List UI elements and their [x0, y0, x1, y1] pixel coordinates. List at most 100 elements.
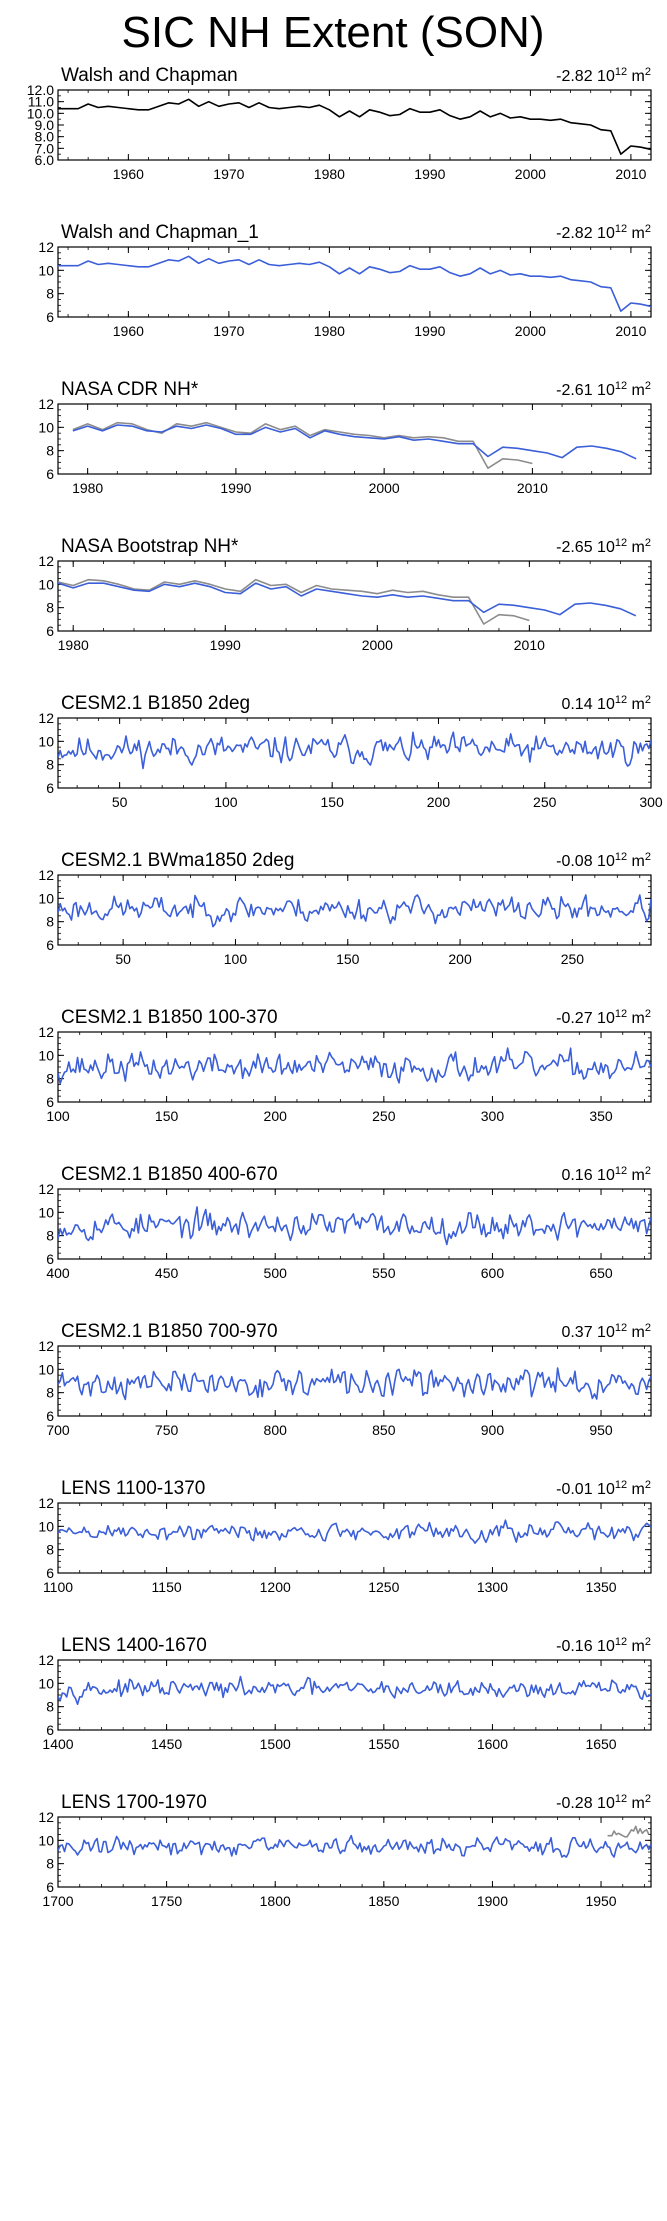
y-tick-label: 12: [38, 239, 54, 255]
x-tick-label: 1990: [414, 166, 445, 182]
x-tick-label: 1500: [260, 1736, 291, 1752]
y-tick-label: 12: [38, 396, 54, 412]
trend-value: 0.16: [561, 1167, 597, 1184]
y-tick-label: 10: [38, 1047, 54, 1063]
y-tick-label: 11.0: [28, 94, 54, 110]
x-tick-label: 700: [46, 1422, 70, 1438]
panel-title: CESM2.1 BWma1850 2deg: [61, 850, 294, 871]
x-tick-label: 2000: [369, 480, 400, 496]
trend-exp: 12: [615, 537, 627, 549]
trend-value: -2.65: [556, 539, 597, 556]
x-tick-label: 1960: [113, 323, 144, 339]
x-tick-label: 750: [155, 1422, 179, 1438]
x-tick-label: 350: [589, 1108, 613, 1124]
x-tick-label: 250: [533, 794, 557, 810]
trend-value: -0.01: [556, 1481, 597, 1498]
trend-exp: 12: [615, 851, 627, 863]
series-line-ref: [607, 1825, 650, 1838]
x-tick-label: 950: [589, 1422, 613, 1438]
x-tick-label: 1300: [477, 1579, 508, 1595]
trend-unit2: m: [627, 1324, 645, 1341]
y-tick-label: 10: [38, 1832, 54, 1848]
plot-frame: [57, 246, 652, 318]
x-tick-label: 1980: [72, 480, 103, 496]
y-tick-label: 8: [46, 1542, 54, 1558]
trend-value: -0.27: [556, 1010, 597, 1027]
x-tick-label: 2010: [517, 480, 548, 496]
trend-label: -2.65 1012 m2: [556, 537, 651, 556]
y-tick-label: 8: [46, 1228, 54, 1244]
trend-exp2: 2: [645, 694, 651, 706]
x-tick-label: 100: [46, 1108, 70, 1124]
y-tick-label: 12: [38, 1495, 54, 1511]
plot-frame: [57, 89, 652, 161]
trend-exp2: 2: [645, 1008, 651, 1020]
x-tick-label: 1400: [42, 1736, 73, 1752]
y-tick-label: 10: [38, 733, 54, 749]
trend-unit: 10: [597, 1795, 615, 1812]
panel-2: Walsh and Chapman_1 -2.82 1012 m268101219…: [38, 222, 652, 339]
x-tick-label: 500: [264, 1265, 288, 1281]
trend-unit2: m: [627, 696, 645, 713]
trend-label: -0.16 1012 m2: [556, 1636, 651, 1655]
series-line-model: [58, 255, 651, 312]
x-tick-label: 1850: [368, 1893, 399, 1909]
trend-exp: 12: [615, 1793, 627, 1805]
x-tick-label: 250: [372, 1108, 396, 1124]
trend-label: -2.61 1012 m2: [556, 380, 651, 399]
x-tick-label: 2010: [615, 323, 646, 339]
y-tick-label: 10: [38, 262, 54, 278]
figure-title: SIC NH Extent (SON): [122, 8, 545, 57]
x-tick-label: 1900: [477, 1893, 508, 1909]
series-line-model: [58, 1675, 651, 1706]
x-tick-label: 800: [264, 1422, 288, 1438]
trend-unit2: m: [627, 1638, 645, 1655]
trend-unit: 10: [597, 1481, 615, 1498]
trend-exp2: 2: [645, 1322, 651, 1334]
plot-frame: [57, 1816, 652, 1888]
plot-frame: [57, 1188, 652, 1260]
trend-value: 0.37: [561, 1324, 597, 1341]
trend-unit2: m: [627, 68, 645, 85]
trend-exp2: 2: [645, 66, 651, 78]
x-tick-label: 550: [372, 1265, 396, 1281]
trend-unit2: m: [627, 382, 645, 399]
x-tick-label: 900: [481, 1422, 505, 1438]
plot-frame: [57, 1659, 652, 1731]
trend-unit2: m: [627, 539, 645, 556]
trend-label: -2.82 1012 m2: [556, 223, 651, 242]
trend-value: -2.82: [556, 225, 597, 242]
trend-unit: 10: [597, 1638, 615, 1655]
y-tick-label: 12: [38, 1809, 54, 1825]
x-tick-label: 200: [448, 951, 472, 967]
x-tick-label: 200: [264, 1108, 288, 1124]
trend-value: -0.16: [556, 1638, 597, 1655]
x-tick-label: 300: [481, 1108, 505, 1124]
x-tick-label: 1970: [213, 323, 244, 339]
series-line-model: [58, 1206, 651, 1246]
trend-value: -0.08: [556, 853, 597, 870]
y-tick-label: 10: [38, 1675, 54, 1691]
x-tick-label: 1450: [151, 1736, 182, 1752]
y-tick-label: 8: [46, 1385, 54, 1401]
y-tick-label: 6.0: [35, 152, 55, 168]
y-tick-label: 10.0: [27, 105, 54, 121]
x-tick-label: 1980: [314, 323, 345, 339]
trend-exp2: 2: [645, 1165, 651, 1177]
y-tick-label: 6: [46, 1722, 54, 1738]
x-tick-label: 1750: [151, 1893, 182, 1909]
trend-unit: 10: [597, 68, 615, 85]
series-line-model: [58, 582, 637, 617]
trend-label: -0.28 1012 m2: [556, 1793, 651, 1812]
x-tick-label: 2010: [514, 637, 545, 653]
trend-exp: 12: [615, 1636, 627, 1648]
plot-frame: [57, 403, 652, 475]
y-tick-label: 12: [38, 1652, 54, 1668]
trend-unit2: m: [627, 1010, 645, 1027]
y-tick-label: 10: [38, 1518, 54, 1534]
x-tick-label: 50: [115, 951, 131, 967]
series-line-model: [58, 1834, 651, 1858]
trend-label: 0.37 1012 m2: [561, 1322, 651, 1341]
